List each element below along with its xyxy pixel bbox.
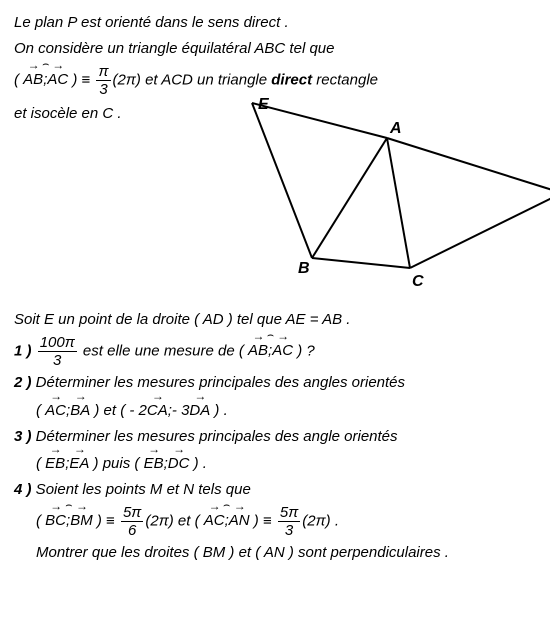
svg-text:A: A: [389, 120, 402, 137]
svg-text:E: E: [258, 96, 270, 113]
question-3-expr: ( EB;EA ) puis ( EB;DC ) .: [36, 451, 536, 475]
question-4-expr: ( BC;BM ) ≡ 5π6(2π) et ( AC;AN ) ≡ 5π3(2…: [36, 505, 536, 538]
question-4-concl: Montrer que les droites ( BM ) et ( AN )…: [36, 542, 536, 564]
triangle-diagram: EADCB: [152, 93, 550, 300]
question-2-expr: ( AC;BA ) et ( - 2CA;- 3DA ) .: [36, 398, 536, 422]
intro-line-2: On considère un triangle équilatéral ABC…: [14, 38, 536, 60]
intro-line-1: Le plan P est orienté dans le sens direc…: [14, 12, 536, 34]
question-1: 1 ) 100π3 est elle une mesure de ( AB;AC…: [14, 335, 536, 368]
question-3: 3 ) Déterminer les mesures principales d…: [14, 426, 536, 448]
intro-line-4: et isocèle en C .: [14, 101, 122, 125]
question-2: 2 ) Déterminer les mesures principales d…: [14, 372, 536, 394]
svg-text:B: B: [298, 260, 310, 277]
svg-text:C: C: [412, 273, 424, 290]
